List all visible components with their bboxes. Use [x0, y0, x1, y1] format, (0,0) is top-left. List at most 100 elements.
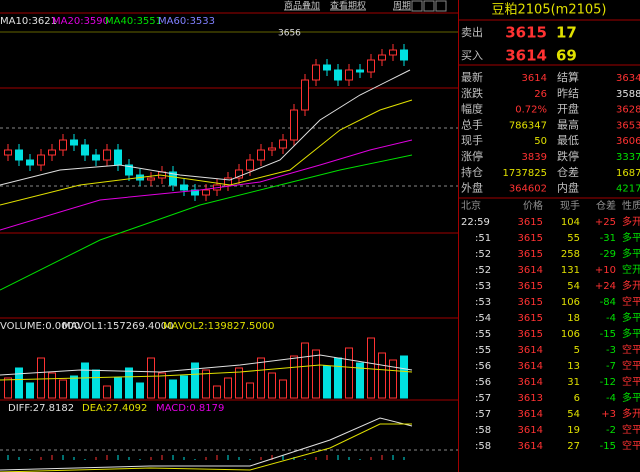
ma-line — [0, 69, 411, 186]
candle-body — [26, 159, 34, 166]
volume-bar — [92, 369, 100, 399]
volume-bar — [180, 375, 188, 399]
tick-time: :55 — [475, 329, 491, 340]
quote-value: 16875 — [616, 168, 640, 179]
candle-body — [290, 109, 298, 141]
quote-label: 最低 — [557, 134, 579, 147]
ma-line — [0, 139, 413, 231]
tick-time: :57 — [475, 409, 491, 420]
volume-bar — [125, 367, 133, 399]
quote-label: 仓差 — [557, 165, 579, 179]
quote-value: 3614 — [522, 73, 547, 84]
tick-nature: 多平 — [622, 311, 640, 324]
mavol-line — [0, 354, 413, 376]
quote-label: 持仓 — [461, 165, 483, 179]
tick-volume: 106 — [561, 329, 580, 340]
quote-label: 涨跌 — [461, 86, 483, 100]
tick-nature: 空平 — [622, 359, 640, 372]
tick-time: :58 — [475, 425, 491, 436]
volume-bar — [235, 367, 243, 399]
candle-body — [301, 79, 309, 111]
volume-bar — [389, 359, 397, 399]
volume-bar — [367, 337, 375, 399]
volume-bar — [400, 355, 408, 399]
tick-price: 3615 — [518, 297, 543, 308]
macd-label: MACD:0.8179 — [156, 403, 224, 414]
tick-time: :53 — [475, 281, 491, 292]
window-button — [423, 0, 435, 12]
tick-header: 现手 — [560, 199, 580, 212]
quote-label: 最高 — [557, 117, 579, 131]
quote-label: 结算 — [557, 70, 579, 84]
tick-header: 价格 — [523, 199, 543, 212]
quote-value: 364602 — [509, 184, 547, 195]
tick-change: -15 — [600, 329, 616, 340]
tick-volume: 258 — [561, 249, 580, 260]
tick-time: :53 — [475, 297, 491, 308]
tick-change: -4 — [606, 313, 616, 324]
quote-value: 786347 — [509, 120, 547, 131]
volume-bar — [334, 357, 342, 399]
tick-time: :56 — [475, 377, 491, 388]
tick-volume: 54 — [567, 409, 580, 420]
volume-bar — [169, 379, 177, 399]
tick-change: +10 — [595, 265, 616, 276]
tick-price: 3615 — [518, 217, 543, 228]
volume-bar — [356, 362, 364, 399]
tick-time: :56 — [475, 361, 491, 372]
candle-body — [4, 149, 12, 156]
volume-bar — [246, 382, 254, 399]
quote-value: 3337 — [616, 152, 640, 163]
volume-bar — [202, 369, 210, 399]
tick-price: 3615 — [518, 313, 543, 324]
tick-change: +3 — [601, 409, 616, 420]
tick-volume: 27 — [567, 441, 580, 452]
tick-volume: 31 — [567, 377, 580, 388]
tick-price: 3615 — [518, 233, 543, 244]
tick-time: :54 — [475, 313, 491, 324]
quote-value: 26 — [534, 89, 547, 100]
volume-bar — [224, 377, 232, 399]
tick-change: +24 — [595, 281, 616, 292]
candle-body — [125, 164, 133, 176]
volume-label: MAVOL2:139827.5000 — [163, 321, 274, 332]
toolbar-button: 商品叠加 — [284, 0, 320, 12]
tick-change: -29 — [600, 249, 616, 260]
toolbar-button: 周期 — [393, 1, 411, 12]
volume-bar — [136, 382, 144, 399]
volume-bar — [4, 377, 12, 399]
volume-bar — [345, 347, 353, 399]
quote-value: 3606 — [616, 136, 640, 147]
candle-body — [356, 69, 364, 73]
quote-price: 3614 — [505, 47, 547, 65]
tick-price: 3614 — [518, 345, 543, 356]
tick-nature: 多平 — [622, 327, 640, 340]
candle-body — [15, 149, 23, 161]
tick-volume: 13 — [567, 361, 580, 372]
candle-body — [312, 64, 320, 81]
quote-value: 3839 — [522, 152, 547, 163]
tick-nature: 空平 — [622, 295, 640, 308]
volume-bar — [37, 357, 45, 399]
quote-price: 3615 — [505, 24, 547, 42]
tick-time: :58 — [475, 441, 491, 452]
volume-bar — [158, 372, 166, 399]
volume-bar — [290, 355, 298, 399]
quote-label: 最新 — [461, 70, 483, 84]
macd-line — [0, 417, 413, 471]
tick-price: 3614 — [518, 377, 543, 388]
tick-header: 仓差 — [596, 199, 616, 212]
quote-title: 豆粕2105(m2105) — [492, 3, 607, 18]
tick-price: 3613 — [518, 393, 543, 404]
tick-nature: 多开 — [622, 279, 640, 292]
tick-change: -2 — [606, 425, 616, 436]
tick-price: 3614 — [518, 425, 543, 436]
candle-body — [279, 139, 287, 149]
quote-label: 总手 — [461, 117, 483, 131]
tick-volume: 106 — [561, 297, 580, 308]
ma-label: MA60:3533 — [158, 16, 215, 27]
tick-volume: 19 — [567, 425, 580, 436]
quote-label: 涨停 — [461, 149, 483, 163]
macd-label: DEA:27.4092 — [82, 403, 147, 414]
